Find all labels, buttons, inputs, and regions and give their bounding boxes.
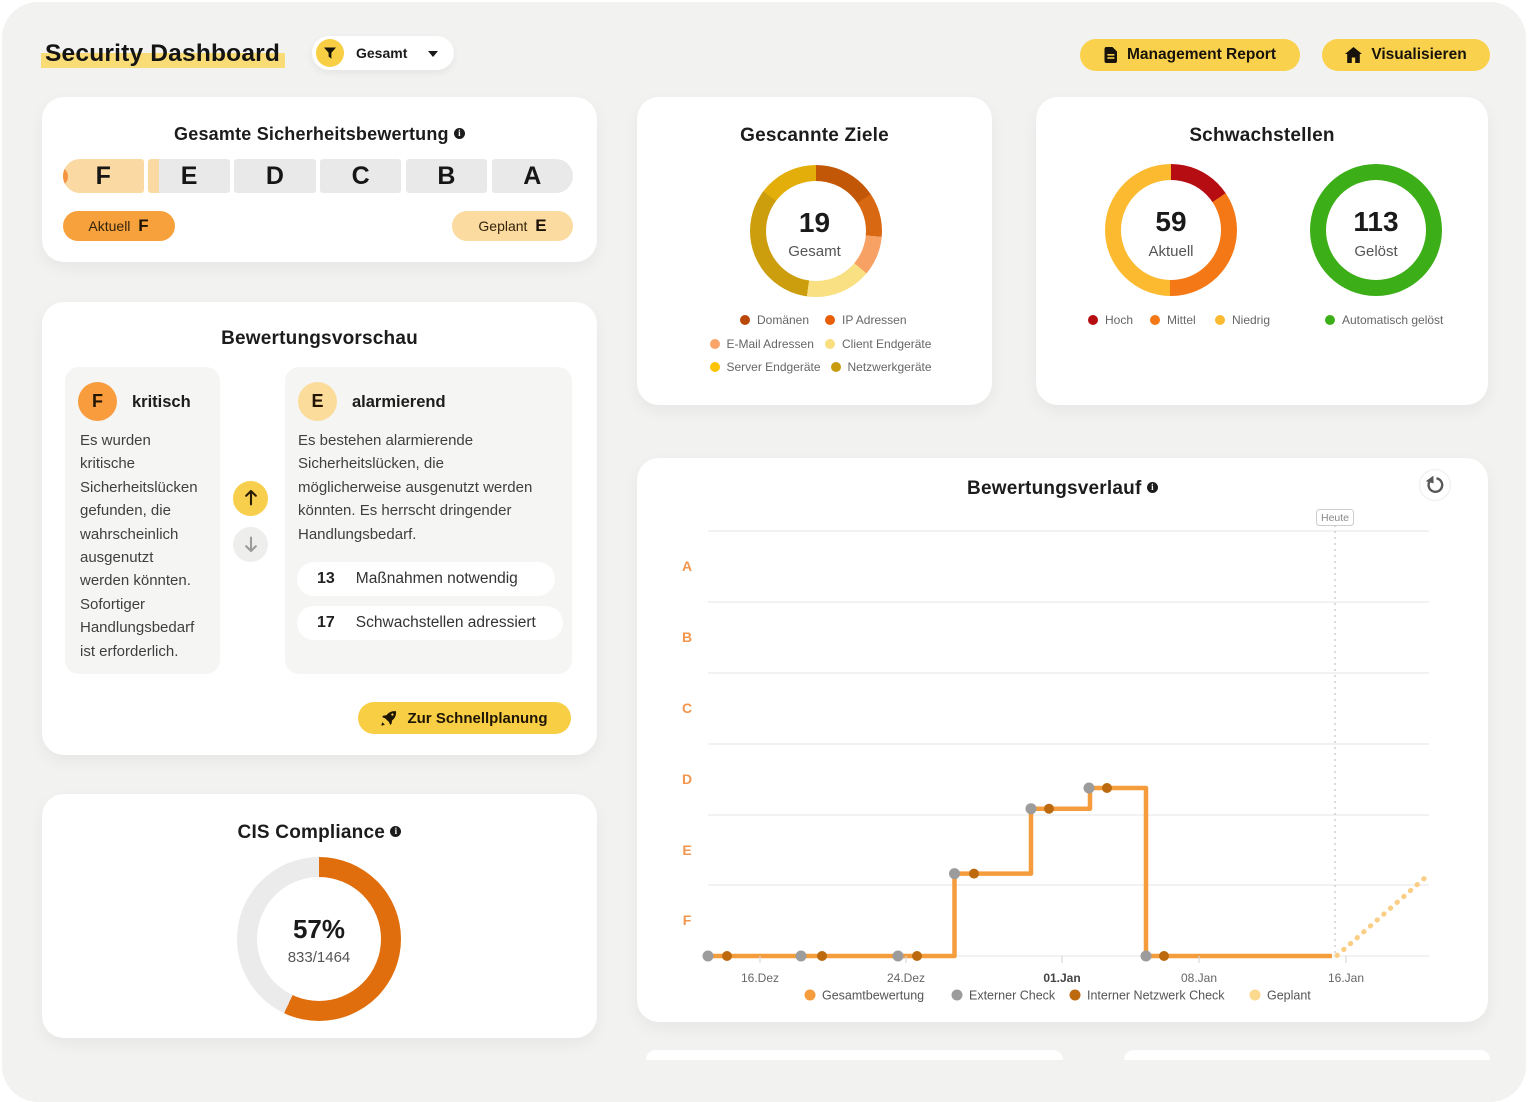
svg-text:24.Dez: 24.Dez (887, 971, 925, 985)
svg-text:F: F (683, 912, 692, 928)
svg-text:E: E (682, 842, 691, 858)
svg-text:D: D (682, 771, 692, 787)
svg-text:Gesamtbewertung: Gesamtbewertung (822, 989, 924, 1003)
svg-text:Heute: Heute (1321, 512, 1349, 524)
svg-text:16.Dez: 16.Dez (741, 971, 779, 985)
svg-text:16.Jan: 16.Jan (1328, 971, 1364, 985)
svg-text:C: C (682, 700, 692, 716)
svg-text:A: A (682, 558, 692, 574)
svg-text:08.Jan: 08.Jan (1181, 971, 1217, 985)
svg-text:B: B (682, 629, 692, 645)
svg-text:Interner Netzwerk Check: Interner Netzwerk Check (1087, 989, 1225, 1003)
svg-text:01.Jan: 01.Jan (1043, 971, 1080, 985)
svg-text:Externer Check: Externer Check (969, 989, 1056, 1003)
svg-text:Geplant: Geplant (1267, 989, 1311, 1003)
